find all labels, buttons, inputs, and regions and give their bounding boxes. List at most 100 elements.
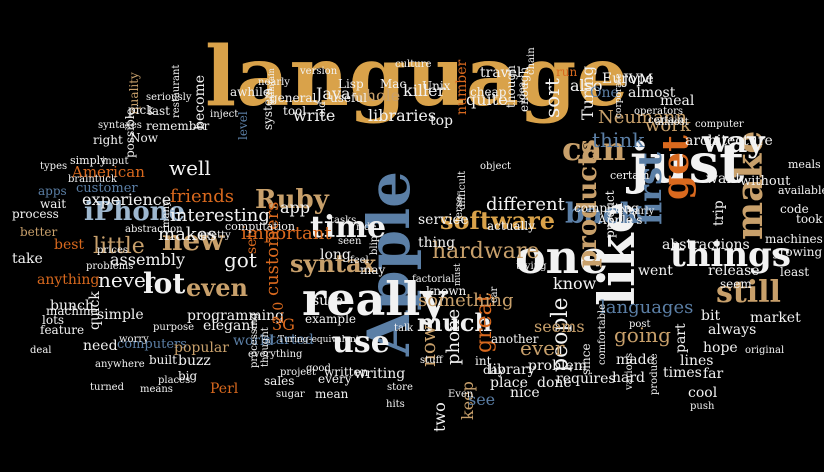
word: possible bbox=[123, 108, 137, 158]
word: simply bbox=[70, 154, 107, 167]
word: libraries bbox=[368, 106, 437, 125]
word: travel bbox=[480, 65, 522, 81]
word: idea bbox=[517, 81, 528, 103]
word: old bbox=[317, 101, 328, 117]
word: see bbox=[468, 390, 496, 409]
word: popular bbox=[174, 340, 229, 356]
word: remember bbox=[146, 119, 210, 133]
word: pretty bbox=[200, 230, 231, 241]
word: factorial bbox=[412, 274, 455, 285]
word: elegant bbox=[203, 318, 256, 334]
word: operators bbox=[634, 106, 684, 117]
word: well bbox=[169, 156, 211, 180]
word: also bbox=[570, 76, 603, 95]
word: sure bbox=[312, 293, 344, 309]
word: language bbox=[205, 29, 629, 125]
word: phone bbox=[443, 308, 464, 365]
word: nearly bbox=[258, 77, 290, 88]
word: process bbox=[12, 207, 59, 221]
word: lots bbox=[42, 313, 65, 327]
word: programming bbox=[187, 308, 285, 324]
word: Europe bbox=[602, 71, 654, 87]
word: hits bbox=[386, 399, 405, 410]
word: always bbox=[708, 322, 757, 338]
word: run bbox=[556, 65, 578, 79]
word: awhile bbox=[230, 85, 270, 99]
word: library bbox=[488, 362, 536, 378]
word: certain bbox=[648, 115, 684, 126]
word: assembly bbox=[110, 250, 185, 269]
word: places bbox=[158, 375, 191, 386]
word: product bbox=[603, 190, 617, 238]
word: ride bbox=[356, 222, 377, 233]
word: braintuck bbox=[68, 174, 117, 185]
word: inject bbox=[210, 109, 239, 120]
word: level bbox=[236, 111, 250, 140]
word: every bbox=[318, 372, 352, 386]
word: known bbox=[426, 284, 467, 298]
word: Nearly bbox=[620, 206, 655, 217]
word: really bbox=[302, 272, 447, 326]
word: Even bbox=[448, 389, 474, 400]
word: made bbox=[616, 352, 655, 368]
word: way bbox=[702, 125, 765, 160]
word: though bbox=[504, 65, 518, 108]
word: mean bbox=[315, 387, 349, 401]
word: computer bbox=[695, 119, 744, 130]
word: world bbox=[233, 333, 274, 349]
word: makes bbox=[158, 224, 217, 245]
word: thought bbox=[260, 327, 271, 367]
word: problems bbox=[86, 261, 134, 272]
word: service bbox=[418, 212, 469, 228]
word: hope bbox=[703, 340, 738, 356]
word: computers bbox=[117, 337, 187, 352]
word: blip bbox=[369, 235, 380, 255]
word: things bbox=[670, 235, 791, 275]
word: got bbox=[224, 248, 257, 272]
word: seriously bbox=[146, 92, 192, 103]
word: abstractions bbox=[662, 237, 750, 253]
word: seems bbox=[534, 317, 585, 336]
word: feature bbox=[40, 323, 85, 337]
word: terse bbox=[454, 196, 465, 222]
word: times bbox=[663, 365, 702, 381]
word: big bbox=[178, 369, 198, 383]
word: talk bbox=[394, 323, 414, 334]
word: general bbox=[270, 91, 317, 105]
word: version bbox=[300, 66, 338, 77]
word: pick bbox=[128, 103, 154, 117]
word: nice bbox=[510, 385, 540, 401]
word: many bbox=[161, 200, 172, 228]
word: far bbox=[703, 366, 724, 382]
word: market bbox=[750, 310, 801, 326]
word: one bbox=[515, 230, 609, 284]
word: another bbox=[491, 332, 539, 346]
word: killer bbox=[403, 81, 446, 100]
word: experience bbox=[82, 190, 172, 209]
word: Now bbox=[130, 131, 158, 145]
word: Mac bbox=[380, 77, 407, 91]
word: almost bbox=[628, 85, 676, 101]
word: release bbox=[708, 263, 760, 279]
word: started bbox=[263, 332, 314, 348]
word: good bbox=[306, 363, 331, 374]
word: customer bbox=[76, 181, 138, 196]
word: Java bbox=[316, 84, 351, 103]
word: purpose bbox=[153, 322, 195, 333]
word: American bbox=[72, 163, 145, 181]
word: syntax bbox=[290, 249, 376, 278]
word: set bbox=[244, 232, 260, 254]
word: prices bbox=[97, 245, 129, 256]
word: One bbox=[590, 85, 619, 101]
word: languages bbox=[600, 297, 694, 318]
word: certain bbox=[610, 169, 650, 182]
word: important bbox=[241, 223, 332, 244]
word: int bbox=[475, 354, 492, 368]
word: little bbox=[93, 234, 145, 259]
word: hard bbox=[612, 370, 646, 386]
word: want bbox=[706, 171, 741, 187]
word: Apple's bbox=[598, 213, 643, 227]
word: turned bbox=[90, 382, 124, 393]
word: whole bbox=[352, 86, 401, 105]
